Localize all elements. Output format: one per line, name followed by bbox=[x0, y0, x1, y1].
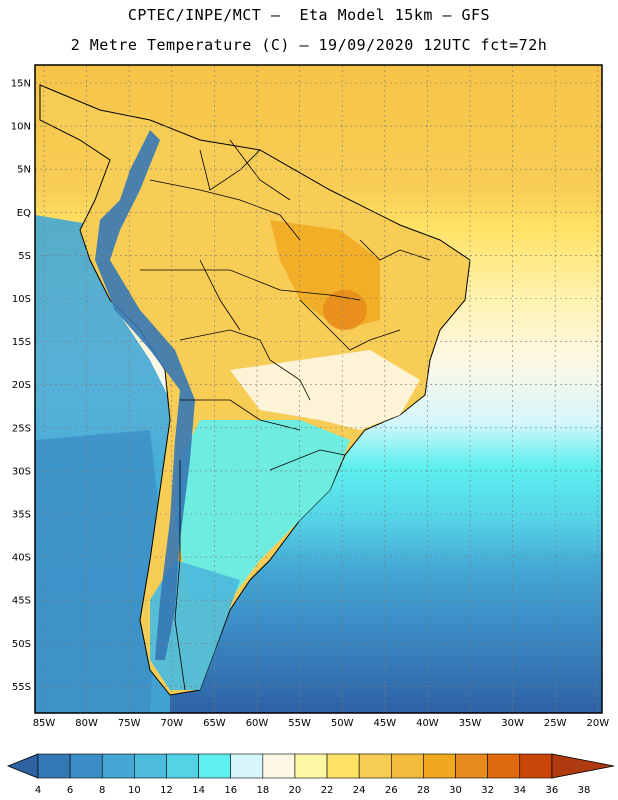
cool-band bbox=[175, 420, 350, 600]
colorbar-swatch bbox=[101, 753, 135, 779]
colorbar-value: 32 bbox=[481, 785, 494, 796]
lat-label: 50S bbox=[12, 639, 31, 650]
lat-label: 25S bbox=[12, 423, 31, 434]
lon-label: 30W bbox=[501, 718, 524, 729]
colorbar-value: 4 bbox=[35, 785, 41, 796]
lon-label: 85W bbox=[33, 718, 56, 729]
pacific-cold-zone bbox=[35, 430, 160, 713]
lat-label: 35S bbox=[12, 510, 31, 521]
colorbar-value: 22 bbox=[321, 785, 334, 796]
colorbar-value: 24 bbox=[353, 785, 366, 796]
colorbar-value: 26 bbox=[385, 785, 398, 796]
colorbar-swatch bbox=[326, 753, 360, 779]
lon-label: 60W bbox=[246, 718, 269, 729]
colorbar-value: 18 bbox=[256, 785, 269, 796]
colorbar-swatch bbox=[390, 753, 424, 779]
colorbar-swatch bbox=[487, 753, 521, 779]
colorbar-swatch bbox=[423, 753, 456, 779]
map-frame bbox=[34, 64, 603, 714]
lat-label: 10S bbox=[12, 294, 31, 305]
lat-label: 5S bbox=[18, 251, 31, 262]
lat-label: 5N bbox=[17, 165, 31, 176]
lon-label: 25W bbox=[544, 718, 567, 729]
colorbar-left-arrow bbox=[6, 753, 39, 779]
colorbar-labels: 4 6 8 10 12 14 16 18 20 22 24 26 28 30 32 34 36 38 bbox=[35, 785, 591, 796]
colorbar-swatch bbox=[519, 753, 553, 779]
colorbar-swatch bbox=[230, 753, 264, 779]
colorbar-swatch bbox=[134, 753, 167, 779]
lat-label: 20S bbox=[12, 380, 31, 391]
colorbar-swatch bbox=[69, 753, 103, 779]
lon-label: 20W bbox=[586, 718, 609, 729]
lon-label: 35W bbox=[459, 718, 482, 729]
lon-label: 50W bbox=[331, 718, 354, 729]
colorbar-swatch bbox=[455, 753, 488, 779]
chart-subtitle: 2 Metre Temperature (C) – 19/09/2020 12U… bbox=[70, 36, 548, 54]
lon-label: 80W bbox=[75, 718, 98, 729]
lat-label: 30S bbox=[12, 466, 31, 477]
colorbar bbox=[6, 753, 615, 779]
colorbar-value: 36 bbox=[546, 785, 559, 796]
colorbar-swatch bbox=[166, 753, 199, 779]
lat-label: 15S bbox=[12, 337, 31, 348]
lon-label: 40W bbox=[416, 718, 439, 729]
colorbar-value: 34 bbox=[513, 785, 526, 796]
colorbar-swatch bbox=[37, 753, 71, 779]
colorbar-value: 10 bbox=[128, 785, 141, 796]
graticule bbox=[35, 65, 602, 713]
lon-label: 55W bbox=[288, 718, 311, 729]
colorbar-swatch bbox=[358, 753, 392, 779]
lat-label: 15N bbox=[11, 79, 31, 90]
colorbar-swatch bbox=[262, 753, 296, 779]
colorbar-swatch bbox=[198, 753, 232, 779]
colorbar-value: 12 bbox=[160, 785, 173, 796]
lat-label: EQ bbox=[17, 208, 31, 219]
lon-label: 65W bbox=[203, 718, 226, 729]
colorbar-value: 14 bbox=[192, 785, 205, 796]
lat-label: 10N bbox=[11, 122, 31, 133]
longitude-labels: 85W 80W 75W 70W 65W 60W 55W 50W 45W 40W 35W 30W 25W 2… bbox=[33, 718, 610, 729]
country-borders bbox=[140, 139, 431, 691]
hottest-region bbox=[323, 290, 367, 330]
lat-label: 45S bbox=[12, 596, 31, 607]
mild-band bbox=[230, 350, 420, 430]
colorbar-value: 30 bbox=[449, 785, 462, 796]
map-field bbox=[35, 65, 602, 713]
colorbar-value: 6 bbox=[67, 785, 73, 796]
lat-label: 40S bbox=[12, 553, 31, 564]
lon-label: 45W bbox=[373, 718, 396, 729]
colorbar-value: 8 bbox=[99, 785, 105, 796]
chart-title: CPTEC/INPE/MCT – Eta Model 15km – GFS bbox=[127, 6, 491, 24]
colorbar-value: 16 bbox=[224, 785, 237, 796]
colorbar-right-arrow bbox=[551, 753, 615, 779]
colorbar-swatch bbox=[294, 753, 328, 779]
colorbar-value: 38 bbox=[578, 785, 591, 796]
andes-cold-ridge bbox=[95, 130, 195, 660]
lon-label: 75W bbox=[118, 718, 141, 729]
latitude-labels: 15N 10N 5N EQ 5S 10S 15S 20S 25S 30S 35S 40S 45S 50S 5… bbox=[11, 79, 31, 693]
lat-label: 55S bbox=[12, 682, 31, 693]
colorbar-value: 28 bbox=[417, 785, 430, 796]
colorbar-value: 20 bbox=[289, 785, 302, 796]
lon-label: 70W bbox=[160, 718, 183, 729]
